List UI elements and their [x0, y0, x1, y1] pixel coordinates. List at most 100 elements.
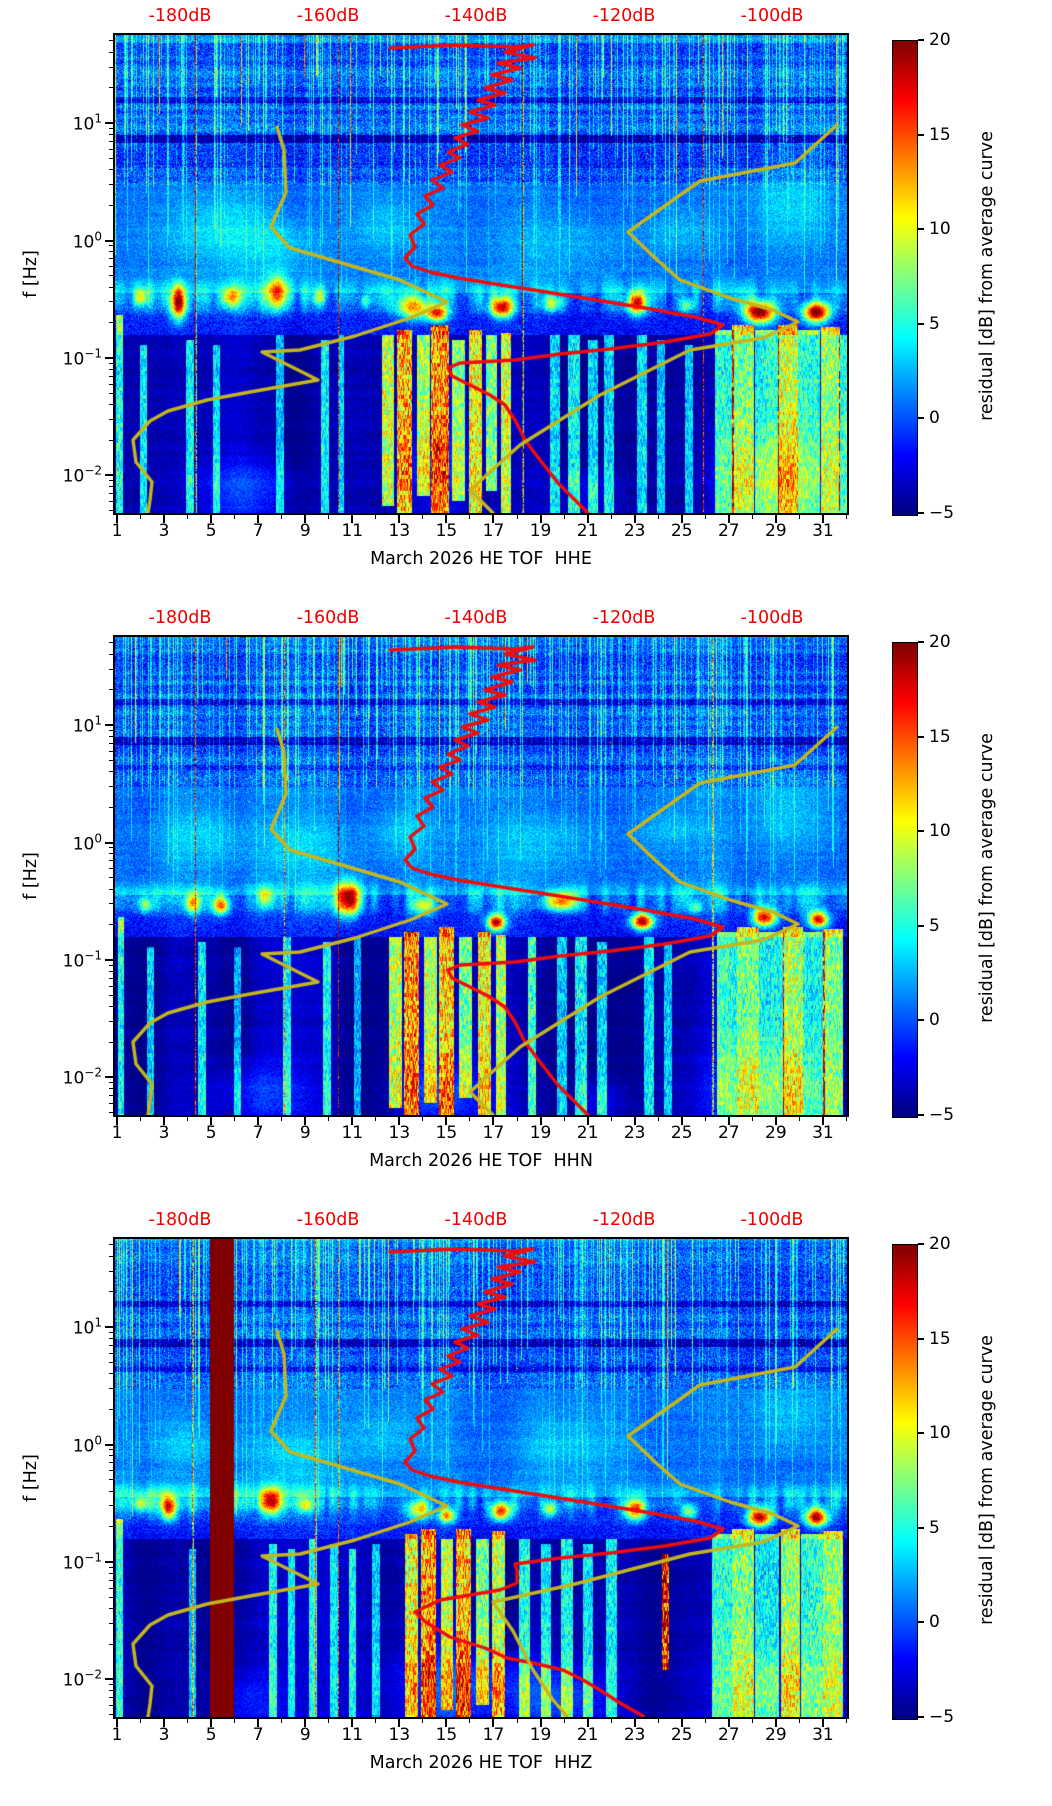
y-minor-tick	[109, 771, 113, 773]
y-tick-label: 10−2	[62, 1066, 102, 1089]
top-db-tick-label: -120dB	[592, 608, 656, 628]
spectrogram-plot-hhe	[113, 33, 849, 515]
x-major-tick	[539, 1117, 542, 1125]
y-minor-tick	[109, 868, 113, 870]
colorbar-tick-label: 15	[929, 124, 951, 145]
x-minor-tick	[563, 1117, 565, 1121]
x-major-tick	[163, 1117, 166, 1125]
x-tick-label: 3	[158, 1123, 170, 1143]
x-minor-tick	[187, 1719, 189, 1723]
plot-title-hhe: March 2026 HE TOF HHE	[370, 549, 592, 569]
plot-title-hhz: March 2026 HE TOF HHZ	[369, 1753, 593, 1773]
top-db-tick-label: -160dB	[296, 1210, 360, 1230]
colorbar-tick	[918, 1337, 924, 1340]
colorbar-tick-label: 20	[929, 30, 951, 50]
x-minor-tick	[563, 515, 565, 519]
colorbar-tick	[918, 735, 924, 738]
x-tick-label: 9	[299, 1123, 311, 1143]
y-minor-tick	[109, 1088, 113, 1090]
y-minor-tick	[109, 1714, 113, 1716]
x-tick-label: 19	[529, 521, 552, 541]
colorbar-tick-label: 5	[929, 915, 940, 936]
x-major-tick	[633, 1117, 636, 1125]
colorbar-tick-label: 0	[929, 1612, 940, 1633]
y-minor-tick	[109, 1408, 113, 1410]
y-minor-tick	[109, 275, 113, 277]
y-minor-tick	[109, 1112, 113, 1114]
figure-hhz: -180dB -160dB -140dB -120dB -100dB f [Hz] Ma…	[0, 1204, 1052, 1806]
x-major-tick	[163, 515, 166, 523]
spectrogram-canvas-hhe	[115, 35, 847, 513]
x-tick-label: 5	[205, 1123, 217, 1143]
x-major-tick	[398, 1719, 401, 1727]
x-major-tick	[680, 1719, 683, 1727]
y-minor-tick	[109, 1505, 113, 1507]
y-minor-tick	[109, 689, 113, 691]
x-major-tick	[774, 515, 777, 523]
colorbar-tick-label: −5	[929, 1105, 955, 1125]
colorbar-tick-label: 10	[929, 821, 951, 842]
colorbar	[892, 40, 918, 516]
colorbar-tick-label: 20	[929, 1234, 951, 1254]
y-minor-tick	[109, 87, 113, 89]
y-tick-label: 10−2	[62, 464, 102, 487]
x-minor-tick	[516, 515, 518, 519]
x-major-tick	[257, 1117, 260, 1125]
colorbar-tick-label: 15	[929, 1328, 951, 1349]
colorbar-tick-label: 5	[929, 313, 940, 334]
y-major-tick	[105, 1560, 113, 1563]
y-minor-tick	[109, 1622, 113, 1624]
x-minor-tick	[328, 515, 330, 519]
x-major-tick	[539, 515, 542, 523]
y-minor-tick	[109, 1102, 113, 1104]
x-minor-tick	[328, 1719, 330, 1723]
y-major-tick	[105, 1443, 113, 1446]
colorbar-label: residual [dB] from average curve	[977, 1335, 997, 1625]
x-minor-tick	[281, 1719, 283, 1723]
x-minor-tick	[657, 515, 659, 519]
x-minor-tick	[281, 515, 283, 519]
y-minor-tick	[109, 642, 113, 644]
y-minor-tick	[109, 888, 113, 890]
x-major-tick	[727, 515, 730, 523]
x-major-tick	[774, 1719, 777, 1727]
y-minor-tick	[109, 1344, 113, 1346]
x-tick-label: 15	[435, 521, 458, 541]
x-tick-label: 17	[482, 521, 505, 541]
y-minor-tick	[109, 1490, 113, 1492]
spectrogram-canvas-hhz	[115, 1239, 847, 1717]
x-major-tick	[492, 1719, 495, 1727]
x-minor-tick	[469, 515, 471, 519]
x-minor-tick	[328, 1117, 330, 1121]
colorbar	[892, 1244, 918, 1720]
x-tick-label: 9	[299, 1725, 311, 1745]
colorbar-tick	[918, 1716, 924, 1718]
colorbar-tick	[918, 641, 924, 643]
plot-title-hhn: March 2026 HE TOF HHN	[369, 1151, 593, 1171]
top-db-tick-label: -120dB	[592, 6, 656, 26]
y-tick-label: 101	[72, 111, 102, 135]
colorbar-label: residual [dB] from average curve	[977, 131, 997, 421]
top-db-tick-label: -100dB	[740, 1210, 804, 1230]
y-minor-tick	[109, 877, 113, 879]
x-major-tick	[445, 1719, 448, 1727]
y-minor-tick	[109, 903, 113, 905]
x-tick-label: 11	[341, 1725, 364, 1745]
y-tick-label: 101	[72, 713, 102, 737]
x-minor-tick	[469, 1117, 471, 1121]
y-minor-tick	[109, 383, 113, 385]
x-major-tick	[586, 1117, 589, 1125]
x-major-tick	[539, 1719, 542, 1727]
x-tick-label: 5	[205, 521, 217, 541]
colorbar-tick	[918, 133, 924, 136]
y-minor-tick	[109, 1255, 113, 1257]
y-minor-tick	[109, 418, 113, 420]
x-minor-tick	[610, 515, 612, 519]
x-major-tick	[633, 1719, 636, 1727]
top-db-tick-label: -180dB	[148, 1210, 212, 1230]
y-minor-tick	[109, 1041, 113, 1043]
x-major-tick	[257, 515, 260, 523]
x-minor-tick	[422, 1719, 424, 1723]
y-minor-tick	[109, 1352, 113, 1354]
y-minor-tick	[109, 1244, 113, 1246]
